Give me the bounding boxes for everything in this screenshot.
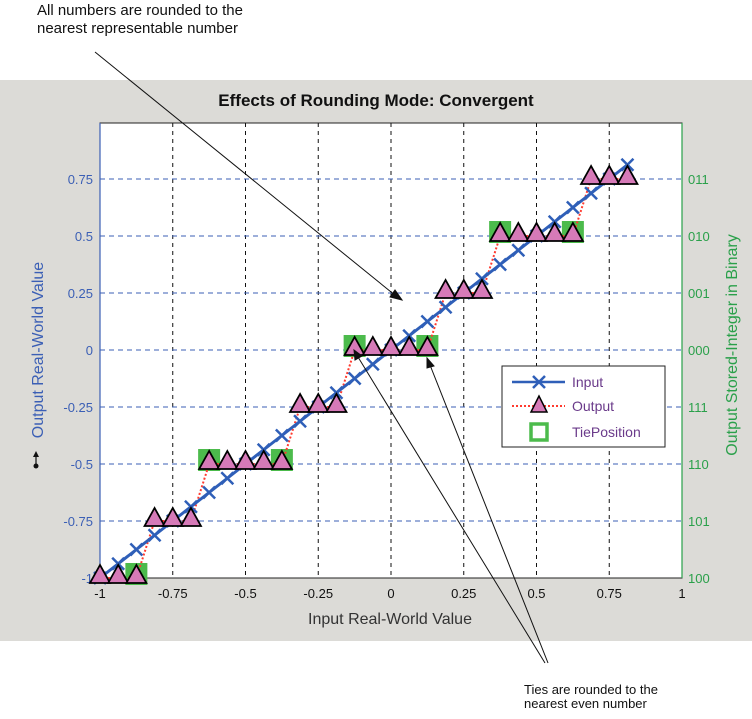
y-right-tick-label: 010 bbox=[688, 229, 710, 244]
grid-lines bbox=[100, 123, 682, 578]
x-axis-label: Input Real-World Value bbox=[308, 611, 472, 628]
annotation-line: nearest even number bbox=[524, 696, 647, 711]
data-series bbox=[88, 157, 639, 585]
y-right-tick-label: 000 bbox=[688, 343, 710, 358]
x-tick-label: 0 bbox=[387, 586, 394, 601]
ylabel-marker-icon bbox=[33, 451, 39, 469]
annotation-line: nearest representable number bbox=[37, 20, 238, 37]
annotation-nearest: All numbers are rounded to the nearest r… bbox=[37, 2, 243, 38]
annotation-line: Ties are rounded to the bbox=[524, 682, 658, 697]
y-right-tick-label: 101 bbox=[688, 514, 710, 529]
y-tick-label: -0.5 bbox=[71, 457, 93, 472]
tick-labels: -1 -0.75 -0.5 -0.25 0 0.25 0.5 0.75 1 -1 100 -0.75 1… bbox=[63, 172, 709, 601]
legend-tieposition: TiePosition bbox=[572, 424, 641, 440]
y-tick-label: 0.75 bbox=[68, 172, 93, 187]
x-tick-label: 0.5 bbox=[527, 586, 545, 601]
legend-output: Output bbox=[572, 398, 614, 414]
annotation-arrows bbox=[94, 51, 549, 664]
y-tick-label: -1 bbox=[81, 571, 93, 586]
x-tick-label: -0.75 bbox=[158, 586, 188, 601]
y-tick-label: -0.25 bbox=[63, 400, 93, 415]
legend: Input Output TiePosition bbox=[501, 365, 666, 448]
y-tick-label: 0 bbox=[86, 343, 93, 358]
y-axis-label: Output Real-World Value bbox=[30, 262, 47, 438]
x-tick-label: 1 bbox=[678, 586, 685, 601]
x-tick-label: -0.25 bbox=[303, 586, 333, 601]
y-right-tick-label: 100 bbox=[688, 571, 710, 586]
y-right-tick-label: 001 bbox=[688, 286, 710, 301]
x-tick-label: -0.5 bbox=[234, 586, 256, 601]
y-tick-label: 0.5 bbox=[75, 229, 93, 244]
y-axis-right-label: Output Stored-Integer in Binary bbox=[724, 234, 741, 455]
x-tick-label: -1 bbox=[94, 586, 106, 601]
chart-title: Effects of Rounding Mode: Convergent bbox=[218, 91, 534, 110]
x-tick-label: 0.75 bbox=[597, 586, 622, 601]
legend-input: Input bbox=[572, 374, 603, 390]
y-tick-label: 0.25 bbox=[68, 286, 93, 301]
y-right-tick-label: 011 bbox=[688, 172, 709, 187]
y-tick-label: -0.75 bbox=[63, 514, 93, 529]
y-right-tick-label: 110 bbox=[688, 457, 709, 472]
annotation-line: All numbers are rounded to the bbox=[37, 2, 243, 19]
x-tick-label: 0.25 bbox=[451, 586, 476, 601]
y-right-tick-label: 111 bbox=[688, 400, 708, 415]
annotation-ties: Ties are rounded to the nearest even num… bbox=[524, 683, 658, 711]
